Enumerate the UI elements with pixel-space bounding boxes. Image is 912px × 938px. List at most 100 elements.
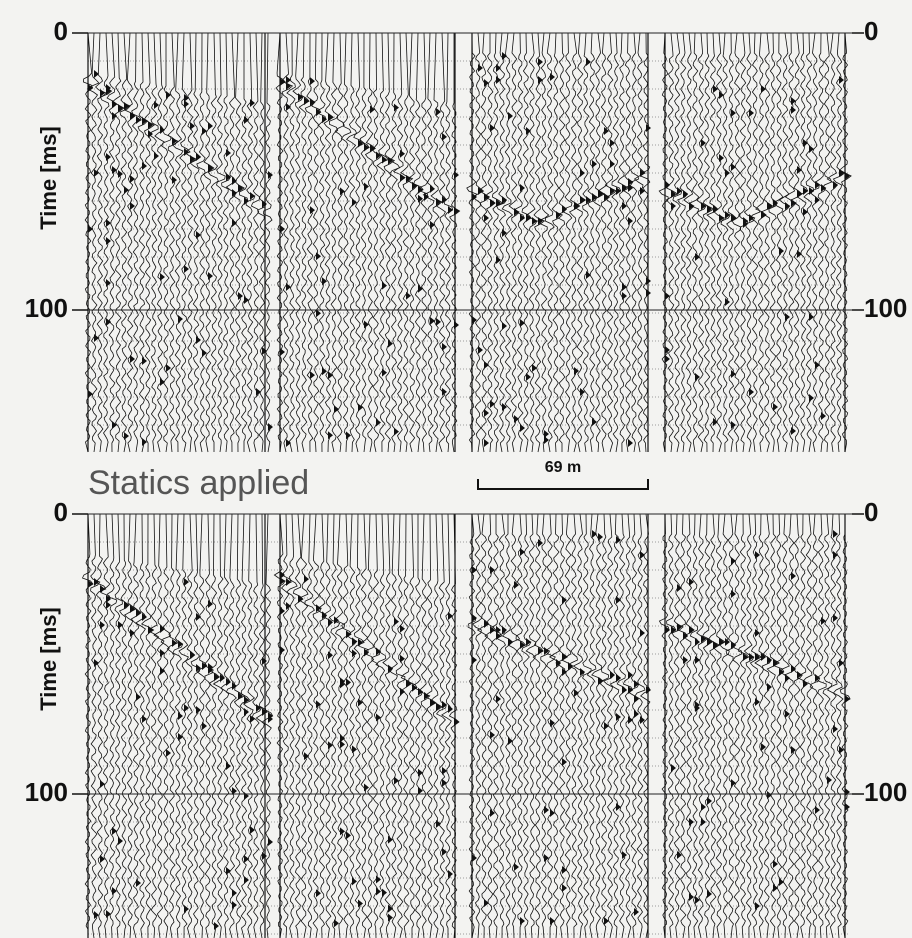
trace: [405, 32, 418, 453]
trace: [179, 32, 191, 453]
wiggle-fill: [268, 423, 273, 431]
trace: [94, 32, 107, 453]
wiggle-fill: [430, 316, 435, 325]
trace: [803, 32, 815, 453]
trace: [207, 32, 219, 452]
wiggle-fill: [328, 371, 333, 380]
trace: [167, 32, 179, 453]
trace: [95, 513, 107, 938]
trace: [689, 513, 699, 938]
trace: [609, 513, 622, 938]
trace: [814, 32, 827, 453]
trace: [311, 32, 322, 453]
wiggle-fill: [610, 139, 615, 147]
trace: [286, 513, 298, 938]
trace: [591, 32, 606, 453]
wiggle-fill: [731, 109, 736, 117]
wiggle-fill: [520, 548, 525, 556]
trace: [99, 32, 113, 453]
wiggle-fill: [484, 439, 489, 447]
wiggle-fill: [184, 704, 189, 712]
trace: [802, 513, 814, 938]
trace: [124, 513, 137, 938]
wiggle-fill: [442, 847, 447, 856]
wiggle-fill: [154, 101, 159, 109]
wiggle-fill: [833, 530, 838, 538]
wiggle-fill: [184, 100, 189, 108]
trace: [90, 513, 101, 938]
trace: [617, 32, 630, 453]
wiggle-fill: [316, 309, 321, 318]
trace: [568, 32, 581, 453]
wiggle-fill: [436, 702, 441, 711]
trace: [532, 513, 544, 938]
wiggle-fill: [94, 911, 99, 919]
wiggle-fill: [226, 867, 231, 875]
wiggle-fill: [761, 653, 766, 661]
wiggle-fill: [442, 387, 447, 396]
wiggle-fill: [484, 361, 489, 369]
trace: [754, 513, 766, 938]
trace: [334, 32, 345, 453]
trace: [345, 32, 358, 453]
trace: [257, 32, 267, 453]
trace: [797, 513, 808, 938]
trace: [778, 513, 790, 938]
y-tick-label: 0: [54, 16, 68, 46]
trace: [821, 32, 832, 453]
wiggle-fill: [448, 869, 453, 878]
trace: [484, 513, 497, 938]
trace: [292, 32, 304, 453]
wiggle-fill: [845, 803, 850, 811]
trace: [418, 32, 429, 453]
wiggle-fill: [232, 787, 237, 795]
wiggle-fill: [442, 766, 447, 775]
wiggle-fill: [400, 624, 405, 633]
trace: [233, 513, 246, 938]
trace: [640, 32, 651, 453]
wiggle-fill: [472, 854, 477, 862]
wiggle-fill: [616, 713, 621, 721]
wiggle-fill: [106, 87, 111, 95]
wiggle-fill: [322, 277, 327, 286]
trace: [143, 32, 155, 453]
trace: [221, 32, 232, 453]
trace: [629, 513, 640, 938]
trace: [533, 32, 546, 453]
wiggle-fill: [713, 85, 718, 93]
trace: [304, 32, 316, 453]
trace: [298, 32, 310, 453]
wiggle-fill: [400, 173, 405, 182]
wiggle-fill: [316, 252, 321, 261]
y-tick-label: 0: [54, 497, 68, 527]
trace: [720, 32, 731, 453]
trace: [435, 32, 447, 453]
wiggle-fill: [442, 342, 447, 351]
trace: [212, 513, 225, 938]
trace: [778, 32, 791, 453]
wiggle-fill: [562, 758, 567, 766]
trace: [572, 32, 587, 453]
wiggle-fill: [677, 584, 682, 592]
trace: [392, 32, 406, 453]
trace: [556, 32, 568, 452]
trace: [363, 513, 375, 938]
trace: [292, 513, 304, 938]
wiggle-fill: [286, 103, 291, 112]
wiggle-fill: [160, 273, 165, 281]
wiggle-fill: [118, 104, 123, 112]
wiggle-fill: [713, 641, 718, 649]
wiggle-fill: [749, 109, 754, 117]
wiggle-fill: [436, 819, 441, 828]
trace: [515, 513, 527, 938]
wiggle-fill: [532, 364, 537, 372]
wiggle-fill: [665, 355, 670, 363]
wiggle-fill: [334, 616, 339, 625]
trace: [281, 32, 294, 453]
trace: [525, 32, 538, 453]
trace: [515, 32, 525, 453]
wiggle-fill: [671, 190, 676, 198]
wiggle-fill: [496, 256, 501, 264]
trace: [790, 32, 803, 453]
wiggle-fill: [767, 791, 772, 799]
